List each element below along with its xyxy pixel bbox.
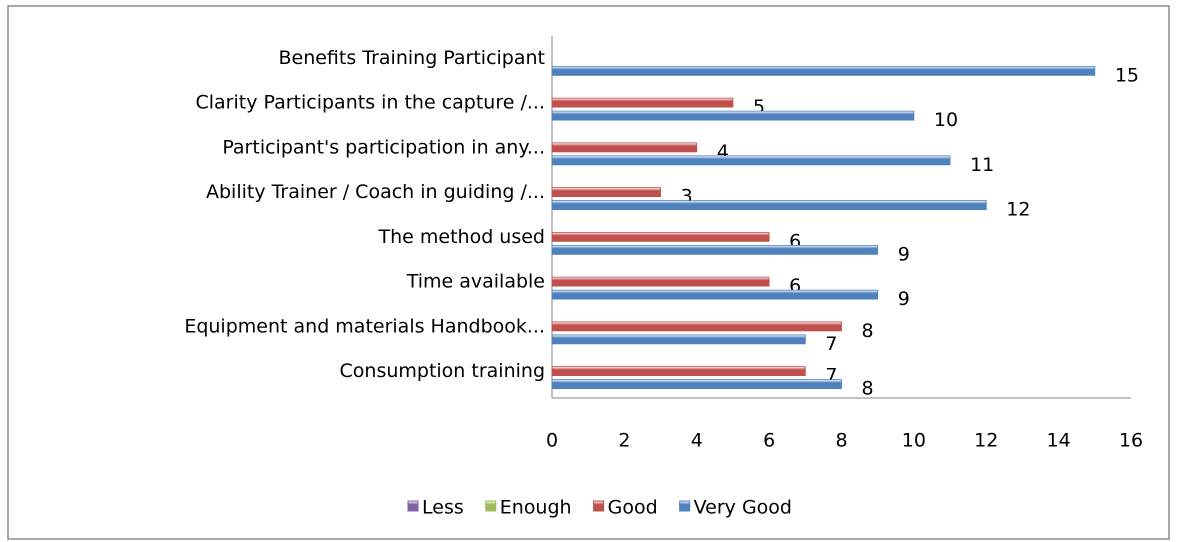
x-tick-label: 4 [691, 430, 703, 452]
legend-marker [485, 500, 497, 512]
x-tick-label: 8 [835, 430, 847, 452]
legend-marker [407, 500, 419, 512]
bar [551, 231, 770, 242]
bar [551, 366, 806, 377]
x-tick-label: 12 [974, 430, 998, 452]
chart-frame [7, 5, 1170, 540]
y-tick-label: The method used [378, 226, 545, 248]
legend-label: Enough [500, 497, 572, 519]
legend-label: Less [422, 497, 464, 519]
legend-label: Good [608, 497, 658, 519]
data-label: 10 [934, 109, 958, 131]
x-tick-label: 14 [1047, 430, 1071, 452]
x-tick-label: 6 [763, 430, 775, 452]
data-label: 8 [862, 378, 874, 400]
y-tick-label: Time available [406, 271, 545, 293]
y-tick-label: Participant's participation in any... [222, 136, 545, 158]
bar [551, 155, 951, 166]
bar [551, 276, 770, 287]
legend-marker [679, 500, 691, 512]
x-tick-label: 16 [1119, 430, 1143, 452]
y-tick-label: Consumption training [340, 360, 545, 382]
bar [551, 110, 915, 121]
data-label: 12 [1006, 199, 1030, 221]
data-label: 8 [862, 320, 874, 342]
legend-marker [593, 500, 605, 512]
data-label: 9 [898, 288, 910, 310]
bar [551, 321, 842, 332]
x-tick-label: 10 [902, 430, 926, 452]
bar [551, 289, 879, 300]
bar [551, 200, 987, 211]
legend-label: Very Good [694, 497, 792, 519]
y-tick-label: Benefits Training Participant [278, 47, 545, 69]
y-tick-label: Ability Trainer / Coach in guiding /... [206, 181, 545, 203]
data-label: 11 [970, 154, 994, 176]
x-tick-label: 2 [618, 430, 630, 452]
x-tick-label: 0 [546, 430, 558, 452]
bar [551, 142, 698, 153]
bar [551, 65, 1096, 76]
bar [551, 187, 661, 198]
bar [551, 379, 842, 390]
data-label: 15 [1115, 64, 1139, 86]
bar [551, 244, 879, 255]
y-tick-label: Equipment and materials Handbook... [184, 315, 545, 337]
bar [551, 97, 734, 108]
bar [551, 334, 806, 345]
y-tick-label: Clarity Participants in the capture /... [195, 92, 545, 114]
data-label: 9 [898, 243, 910, 265]
data-label: 7 [825, 333, 837, 355]
